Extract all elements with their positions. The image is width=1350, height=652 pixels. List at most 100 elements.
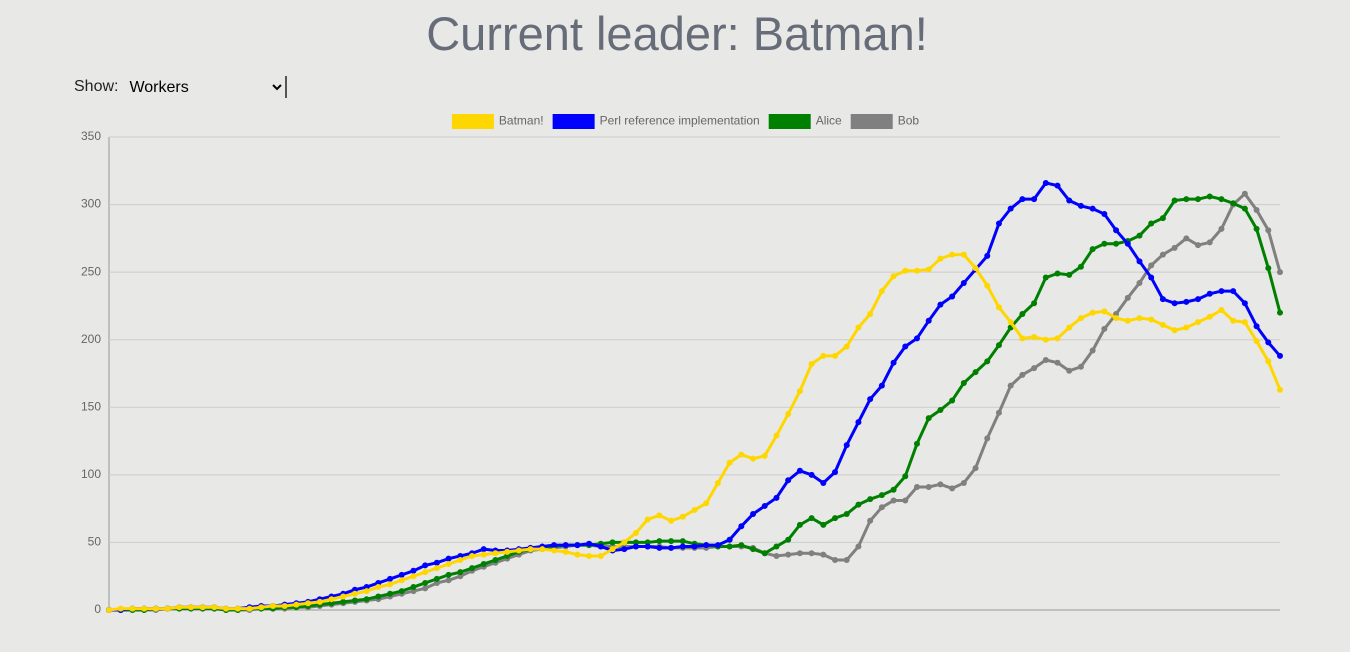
show-select[interactable]: Workers (125, 76, 288, 98)
point (843, 442, 850, 449)
point (152, 605, 159, 612)
point (984, 282, 991, 289)
point (960, 479, 967, 486)
point (1101, 308, 1108, 315)
point (679, 513, 686, 520)
point (808, 515, 815, 522)
legend-label: Perl reference implementation (600, 114, 760, 128)
point (480, 561, 487, 568)
point (1230, 317, 1237, 324)
point (750, 455, 757, 462)
point (328, 596, 335, 603)
point (445, 577, 452, 584)
point (867, 517, 874, 524)
point (890, 273, 897, 280)
point (504, 548, 511, 555)
point (187, 604, 194, 611)
point (1265, 339, 1272, 346)
point (1031, 196, 1038, 203)
point (960, 379, 967, 386)
point (855, 543, 862, 550)
point (1171, 197, 1178, 204)
point (1206, 313, 1213, 320)
y-tick-label: 300 (81, 197, 101, 211)
point (867, 496, 874, 503)
point (422, 579, 429, 586)
legend-swatch (552, 114, 595, 129)
point (668, 544, 675, 551)
point (1031, 334, 1038, 341)
point (609, 546, 616, 553)
point (691, 506, 698, 513)
point (1148, 262, 1155, 269)
point (808, 550, 815, 557)
point (984, 252, 991, 259)
y-tick-label: 0 (94, 602, 101, 616)
point (422, 562, 429, 569)
point (1031, 365, 1038, 372)
point (1124, 240, 1131, 247)
point (398, 571, 405, 578)
point (387, 590, 394, 597)
point (1277, 352, 1283, 359)
point (855, 324, 862, 331)
point (1042, 274, 1049, 281)
point (1042, 356, 1049, 363)
point (422, 569, 429, 576)
point (1019, 371, 1026, 378)
point (995, 342, 1002, 349)
point (1171, 327, 1178, 334)
point (398, 588, 405, 595)
point (679, 543, 686, 550)
point (293, 601, 300, 608)
point (995, 409, 1002, 416)
point (469, 552, 476, 559)
point (1124, 317, 1131, 324)
point (773, 494, 780, 501)
point (269, 602, 276, 609)
point (1159, 296, 1166, 303)
point (995, 220, 1002, 227)
point (223, 605, 230, 612)
point (1218, 306, 1225, 313)
point (1265, 265, 1272, 272)
point (937, 406, 944, 413)
point (1230, 288, 1237, 295)
point (820, 352, 827, 359)
point (1089, 246, 1096, 253)
point (1277, 269, 1283, 276)
point (1195, 242, 1202, 249)
point (1253, 206, 1260, 213)
title: Current leader: Batman! (426, 7, 928, 60)
point (750, 546, 757, 553)
point (820, 479, 827, 486)
point (1019, 335, 1026, 342)
point (960, 279, 967, 286)
legend-label: Batman! (499, 114, 544, 128)
point (340, 593, 347, 600)
point (1136, 279, 1143, 286)
point (949, 251, 956, 258)
point (1136, 258, 1143, 265)
point (1054, 359, 1061, 366)
point (902, 343, 909, 350)
point (1077, 202, 1084, 209)
point (1054, 182, 1061, 189)
y-tick-label: 50 (88, 535, 102, 549)
point (387, 581, 394, 588)
point (1054, 335, 1061, 342)
point (1077, 363, 1084, 370)
point (129, 605, 136, 612)
point (1077, 315, 1084, 322)
point (106, 607, 112, 613)
point (515, 547, 522, 554)
point (668, 538, 675, 545)
point (726, 543, 733, 550)
point (972, 265, 979, 272)
point (550, 542, 557, 549)
point (832, 352, 839, 359)
point (820, 521, 827, 528)
point (773, 432, 780, 439)
point (761, 550, 768, 557)
point (878, 288, 885, 295)
